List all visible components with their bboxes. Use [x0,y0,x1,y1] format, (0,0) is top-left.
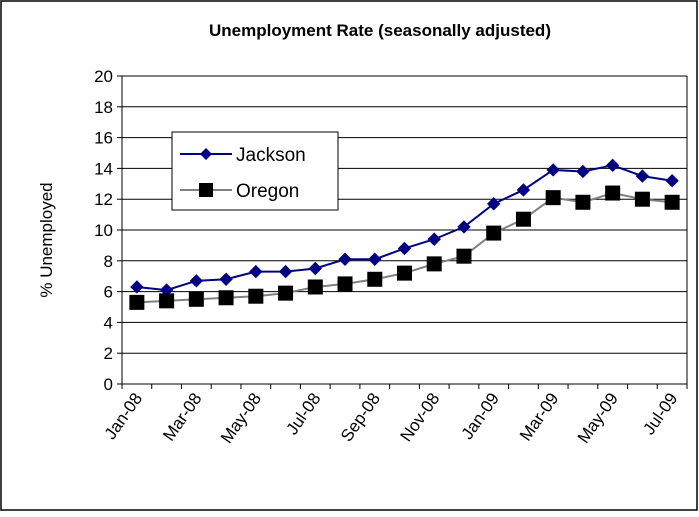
data-point-jackson [665,174,679,188]
data-point-oregon [367,271,383,287]
y-tick-label: 10 [94,221,113,240]
data-point-jackson [397,241,412,256]
data-point-jackson [338,252,352,266]
data-point-oregon [307,279,323,295]
data-point-oregon [397,265,412,281]
data-point-jackson [189,274,204,288]
data-point-oregon [545,190,561,206]
data-point-oregon [575,194,591,210]
legend-marker-jackson [200,148,212,160]
data-point-oregon [426,256,442,272]
y-tick-label: 2 [104,344,113,363]
data-point-oregon [188,291,204,307]
data-point-oregon [634,191,650,207]
data-point-jackson [605,158,620,173]
chart-title: Unemployment Rate (seasonally adjusted) [209,21,551,40]
y-tick-label: 20 [94,67,113,86]
legend-label-jackson: Jackson [236,145,306,166]
data-point-oregon [129,294,145,310]
data-point-oregon [159,293,175,309]
data-point-jackson [576,164,590,179]
y-tick-label: 6 [104,283,113,302]
data-point-jackson [516,183,531,197]
y-tick-label: 12 [94,190,113,209]
y-tick-label: 18 [94,98,113,117]
data-point-oregon [664,194,680,210]
data-point-jackson [278,264,293,279]
y-tick-label: 16 [94,129,113,148]
y-tick-label: 0 [104,375,113,394]
data-point-jackson [219,272,233,286]
data-point-jackson [427,232,441,246]
data-point-oregon [486,225,502,241]
y-tick-label: 14 [94,159,113,178]
data-point-oregon [515,211,531,227]
data-point-oregon [248,288,264,304]
y-tick-label: 8 [104,252,113,271]
data-point-jackson [130,280,144,294]
data-point-oregon [278,285,294,301]
data-point-oregon [337,276,353,292]
data-point-jackson [487,197,501,211]
data-point-oregon [218,290,234,306]
legend-marker-oregon [199,183,213,197]
data-point-jackson [368,252,382,266]
data-point-jackson [635,169,650,183]
data-point-jackson [249,264,263,279]
data-point-oregon [605,185,621,201]
legend-label-oregon: Oregon [236,181,299,202]
data-point-jackson [546,163,560,177]
data-point-jackson [457,220,471,234]
data-point-jackson [308,261,322,276]
data-point-oregon [456,248,472,264]
y-tick-label: 4 [104,313,113,332]
y-axis-label: % Unemployed [37,182,56,297]
